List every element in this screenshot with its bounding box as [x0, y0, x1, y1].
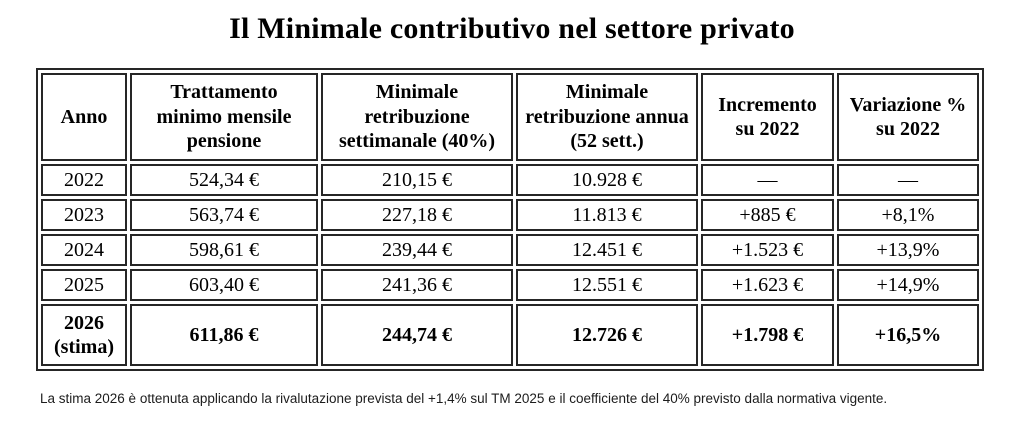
cell-variazione: +14,9%	[837, 269, 979, 301]
cell-pensione: 611,86 €	[130, 304, 318, 366]
cell-anno: 2023	[41, 199, 127, 231]
cell-settimanale: 210,15 €	[321, 164, 513, 196]
header-minimale-settimanale: Minimale retribuzione settimanale (40%)	[321, 73, 513, 161]
cell-annua: 10.928 €	[516, 164, 698, 196]
header-trattamento-minimo: Trattamento minimo mensile pensione	[130, 73, 318, 161]
cell-pensione: 598,61 €	[130, 234, 318, 266]
cell-incremento: +885 €	[701, 199, 834, 231]
cell-variazione: +8,1%	[837, 199, 979, 231]
cell-settimanale: 244,74 €	[321, 304, 513, 366]
header-anno: Anno	[41, 73, 127, 161]
table-row-2024: 2024 598,61 € 239,44 € 12.451 € +1.523 €…	[41, 234, 979, 266]
cell-incremento: +1.623 €	[701, 269, 834, 301]
table-row-2026-stima: 2026 (stima) 611,86 € 244,74 € 12.726 € …	[41, 304, 979, 366]
cell-annua: 12.551 €	[516, 269, 698, 301]
cell-annua: 11.813 €	[516, 199, 698, 231]
cell-anno: 2022	[41, 164, 127, 196]
cell-variazione: —	[837, 164, 979, 196]
cell-settimanale: 241,36 €	[321, 269, 513, 301]
cell-pensione: 563,74 €	[130, 199, 318, 231]
cell-annua: 12.451 €	[516, 234, 698, 266]
header-variazione: Variazione % su 2022	[837, 73, 979, 161]
cell-variazione: +16,5%	[837, 304, 979, 366]
page-title: Il Minimale contributivo nel settore pri…	[229, 12, 795, 45]
table-row-2025: 2025 603,40 € 241,36 € 12.551 € +1.623 €…	[41, 269, 979, 301]
table-row-2023: 2023 563,74 € 227,18 € 11.813 € +885 € +…	[41, 199, 979, 231]
cell-anno: 2025	[41, 269, 127, 301]
header-row: Anno Trattamento minimo mensile pensione…	[41, 73, 979, 161]
cell-anno: 2026 (stima)	[41, 304, 127, 366]
cell-pensione: 524,34 €	[130, 164, 318, 196]
cell-variazione: +13,9%	[837, 234, 979, 266]
cell-settimanale: 227,18 €	[321, 199, 513, 231]
header-minimale-annuo: Minimale retribuzione annua (52 sett.)	[516, 73, 698, 161]
cell-pensione: 603,40 €	[130, 269, 318, 301]
cell-incremento: +1.798 €	[701, 304, 834, 366]
contribution-minimums-table: Anno Trattamento minimo mensile pensione…	[36, 68, 984, 371]
cell-anno: 2024	[41, 234, 127, 266]
cell-settimanale: 239,44 €	[321, 234, 513, 266]
cell-annua: 12.726 €	[516, 304, 698, 366]
header-incremento: Incremento su 2022	[701, 73, 834, 161]
table-row-2022: 2022 524,34 € 210,15 € 10.928 € — —	[41, 164, 979, 196]
footnote-text: La stima 2026 è ottenuta applicando la r…	[40, 391, 888, 406]
cell-incremento: +1.523 €	[701, 234, 834, 266]
cell-incremento: —	[701, 164, 834, 196]
